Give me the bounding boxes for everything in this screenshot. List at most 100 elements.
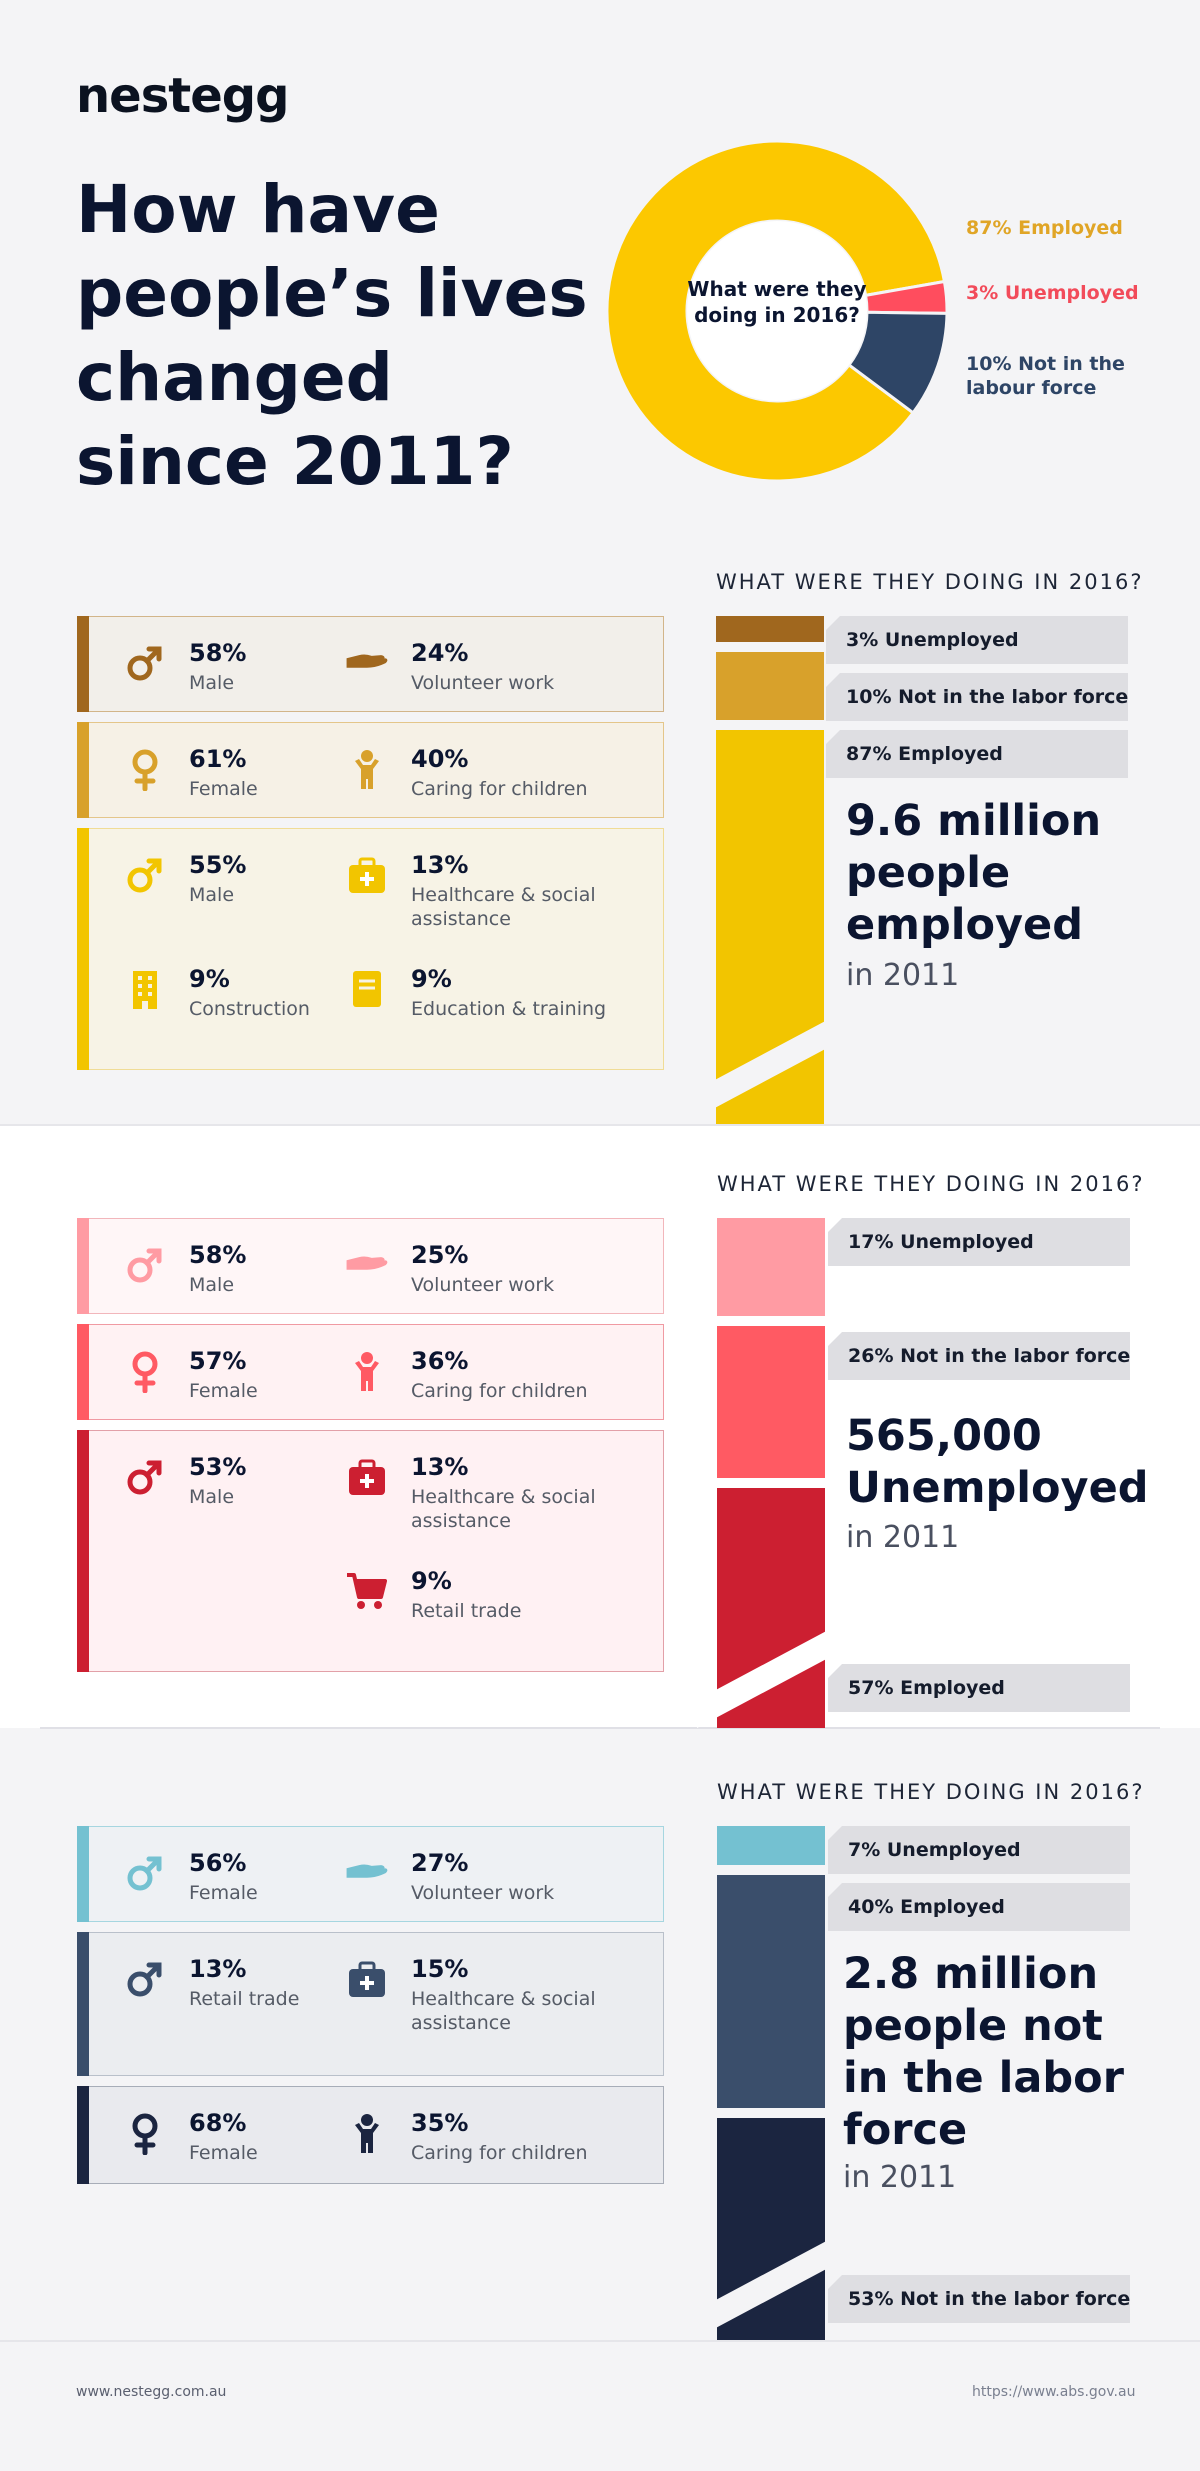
stat-label: Healthcare & social assistance	[411, 1988, 596, 2034]
stat-percent: 61%	[189, 745, 247, 773]
headline-stat: 565,000 Unemployed	[846, 1411, 1149, 1513]
bar-segment	[717, 1875, 825, 2108]
stat-label: Healthcare & social assistance	[411, 1486, 596, 1532]
brand-logo: nestegg	[76, 68, 290, 124]
stat-year: in 2011	[846, 1520, 960, 1555]
headline-stat: 9.6 million people employed	[846, 796, 1102, 950]
stat-year: in 2011	[843, 2160, 957, 2195]
page-title: How have people’s lives changed since 20…	[76, 171, 588, 500]
female-icon	[123, 2111, 167, 2156]
segment-label: 53% Not in the labor force	[828, 2275, 1130, 2323]
stat-percent: 24%	[411, 639, 469, 667]
male-icon	[123, 1851, 167, 1895]
building-icon	[123, 967, 167, 1011]
segment-label-text: 57% Employed	[848, 1677, 1005, 1699]
medical-kit-icon	[345, 1957, 389, 2001]
segment-label-text: 7% Unemployed	[848, 1839, 1021, 1861]
tag-notch	[826, 673, 840, 687]
donut-chart	[605, 139, 949, 483]
male-icon	[123, 641, 167, 685]
profile-card: 53% Male 13% Healthcare & social assistance…	[77, 1430, 664, 1672]
stat-label: Male	[189, 1274, 235, 1296]
segment-label-text: 26% Not in the labor force	[848, 1345, 1131, 1367]
stat-label: Retail trade	[189, 1988, 300, 2010]
segment-label: 7% Unemployed	[828, 1826, 1130, 1874]
tag-notch	[828, 1883, 842, 1897]
stat-percent: 58%	[189, 639, 247, 667]
child-icon	[345, 2111, 389, 2155]
donut-hole	[687, 221, 867, 401]
profile-card: 61% Female 40% Caring for children	[77, 722, 664, 818]
footer-source[interactable]: https://www.abs.gov.au	[972, 2384, 1136, 2400]
stat-percent: 53%	[189, 1453, 247, 1481]
donut-center-label: What were they doing in 2016?	[687, 277, 867, 327]
axis-break-mark	[696, 1010, 846, 1118]
bar-segment	[716, 652, 824, 720]
stat-percent: 13%	[411, 1453, 469, 1481]
stat-label: Retail trade	[411, 1600, 522, 1622]
medical-kit-icon	[345, 853, 389, 897]
legend-employed: 87% Employed	[966, 217, 1123, 239]
stat-label: Female	[189, 2142, 258, 2164]
tag-notch	[828, 1218, 842, 1232]
legend-not-in-labour-force: 10% Not in the labour force	[966, 353, 1125, 399]
tag-notch	[826, 616, 840, 630]
divider	[0, 2340, 1200, 2342]
card-accent-stripe	[77, 1218, 89, 1314]
tag-notch	[828, 1664, 842, 1678]
bar-segment	[717, 1218, 825, 1316]
divider	[40, 1727, 1160, 1729]
stat-percent: 15%	[411, 1955, 469, 1983]
profile-card: 13% Retail trade 15% Healthcare & social as…	[77, 1932, 664, 2076]
male-icon	[123, 853, 167, 897]
tag-notch	[828, 2275, 842, 2289]
card-accent-stripe	[77, 722, 89, 818]
segment-label-text: 3% Unemployed	[846, 629, 1019, 651]
profile-card: 58% Male 25% Volunteer work	[77, 1218, 664, 1314]
legend-unemployed: 3% Unemployed	[966, 282, 1139, 304]
stat-label: Volunteer work	[411, 1882, 555, 1904]
stat-percent: 9%	[411, 1567, 452, 1595]
stat-percent: 36%	[411, 1347, 469, 1375]
stat-percent: 57%	[189, 1347, 247, 1375]
segment-label-text: 17% Unemployed	[848, 1231, 1034, 1253]
stat-label: Volunteer work	[411, 672, 555, 694]
stat-percent: 35%	[411, 2109, 469, 2137]
male-icon	[123, 1455, 167, 1499]
profile-card: 58% Male 24% Volunteer work	[77, 616, 664, 712]
card-accent-stripe	[77, 1932, 89, 2076]
segment-label-text: 40% Employed	[848, 1896, 1005, 1918]
child-icon	[345, 747, 389, 791]
profile-card: 68% Female 35% Caring for children	[77, 2086, 664, 2184]
stat-percent: 9%	[411, 965, 452, 993]
stat-percent: 9%	[189, 965, 230, 993]
helping-hand-icon	[345, 1243, 389, 1287]
stat-percent: 55%	[189, 851, 247, 879]
stat-year: in 2011	[846, 958, 960, 993]
card-accent-stripe	[77, 828, 89, 1070]
stat-label: Male	[189, 1486, 235, 1508]
profile-card: 56% Female 27% Volunteer work	[77, 1826, 664, 1922]
card-accent-stripe	[77, 1324, 89, 1420]
stat-label: Male	[189, 672, 235, 694]
stat-label: Construction	[189, 998, 310, 1020]
axis-break-mark	[697, 2230, 847, 2338]
stat-percent: 13%	[189, 1955, 247, 1983]
card-accent-stripe	[77, 1430, 89, 1672]
bar-segment	[717, 1826, 825, 1865]
stat-label: Caring for children	[411, 1380, 588, 1402]
segment-label: 40% Employed	[828, 1883, 1130, 1931]
footer-website[interactable]: www.nestegg.com.au	[76, 2384, 227, 2400]
stat-percent: 58%	[189, 1241, 247, 1269]
helping-hand-icon	[345, 1851, 389, 1895]
section-title: WHAT WERE THEY DOING IN 2016?	[716, 570, 1144, 594]
segment-label: 57% Employed	[828, 1664, 1130, 1712]
segment-label: 10% Not in the labor force	[826, 673, 1128, 721]
female-icon	[123, 1349, 167, 1394]
stat-label: Female	[189, 778, 258, 800]
segment-label: 87% Employed	[826, 730, 1128, 778]
segment-label-text: 10% Not in the labor force	[846, 686, 1129, 708]
stat-label: Caring for children	[411, 778, 588, 800]
profile-card: 55% Male 13% Healthcare & social assistance…	[77, 828, 664, 1070]
stat-label: Female	[189, 1882, 258, 1904]
